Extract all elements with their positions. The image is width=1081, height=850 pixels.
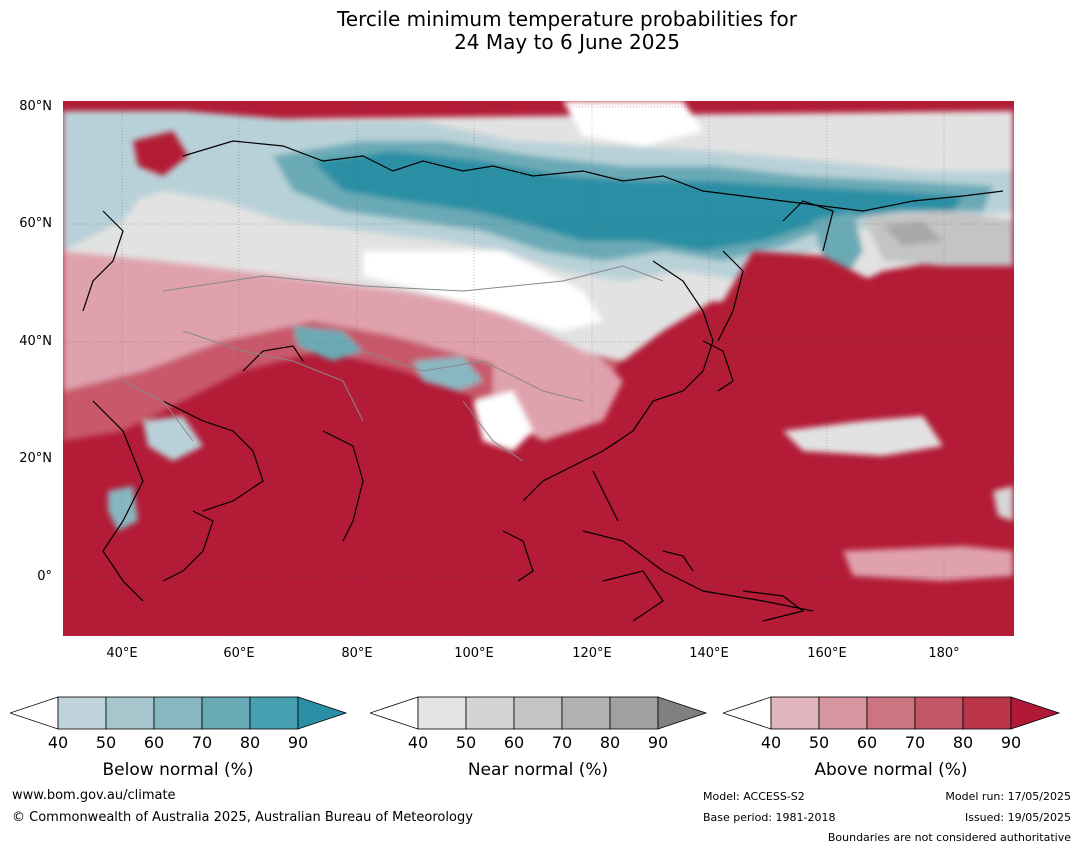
cbar-below-tick: 60 <box>143 733 165 752</box>
website-link[interactable]: www.bom.gov.au/climate <box>12 788 176 803</box>
lat-label-60n: 60°N <box>19 216 52 231</box>
lon-label-60e: 60°E <box>223 646 255 661</box>
near-pacific-dark <box>883 221 943 246</box>
cbar-near-tick: 70 <box>551 733 573 752</box>
copyright-text: © Commonwealth of Australia 2025, Austra… <box>12 810 473 825</box>
cbar-near-tick: 50 <box>455 733 477 752</box>
boundaries-disclaimer: Boundaries are not considered authoritat… <box>827 831 1071 844</box>
cbar-above-tick: 90 <box>1000 733 1022 752</box>
colorbar-below-normal <box>10 696 348 730</box>
lat-label-80n: 80°N <box>19 99 52 114</box>
cbar-above-tick: 80 <box>952 733 974 752</box>
lon-label-140e: 140°E <box>689 646 729 661</box>
cbar-below-tick: 50 <box>95 733 117 752</box>
probability-map <box>63 101 1014 636</box>
lon-label-40e: 40°E <box>106 646 138 661</box>
lat-label-40n: 40°N <box>19 334 52 349</box>
cbar-near-seg-3 <box>513 696 563 730</box>
cbar-near-label: Near normal (%) <box>467 760 609 780</box>
cbar-above-seg-2 <box>818 696 868 730</box>
below-africa-horn <box>108 486 138 531</box>
above-pacific-north <box>683 251 1013 391</box>
cbar-below-seg-5 <box>249 696 299 730</box>
near-pacific-mid <box>783 416 943 456</box>
cbar-above-tick: 60 <box>856 733 878 752</box>
cbar-near-seg-2 <box>465 696 515 730</box>
lon-label-160e: 160°E <box>807 646 847 661</box>
cbar-below-seg-1 <box>57 696 107 730</box>
cbar-below-low-triangle <box>10 696 59 730</box>
cbar-above-seg-1 <box>770 696 820 730</box>
cbar-near-seg-5 <box>609 696 659 730</box>
below-arabia <box>143 416 203 461</box>
cbar-above-label: Above normal (%) <box>814 760 968 780</box>
below-europe-west <box>63 131 153 251</box>
below-tibet <box>413 356 483 391</box>
white-patch-north <box>563 101 703 146</box>
colorbar-above-normal <box>723 696 1061 730</box>
cbar-near-low-triangle <box>370 696 419 730</box>
cbar-near-seg-1 <box>417 696 467 730</box>
cbar-below-seg-4 <box>201 696 251 730</box>
base-period: Base period: 1981-2018 <box>703 811 836 824</box>
cbar-above-tick: 50 <box>808 733 830 752</box>
coastlines <box>82 140 1004 622</box>
cbar-near-tick: 40 <box>407 733 429 752</box>
lon-label-100e: 100°E <box>454 646 494 661</box>
cbar-above-seg-3 <box>866 696 916 730</box>
cbar-above-seg-4 <box>914 696 964 730</box>
model-name: Model: ACCESS-S2 <box>703 790 805 803</box>
cbar-above-low-triangle <box>723 696 772 730</box>
cbar-below-tick: 90 <box>287 733 309 752</box>
cbar-above-high-triangle <box>1010 696 1061 730</box>
cbar-below-tick: 70 <box>191 733 213 752</box>
above-scandinavia <box>133 131 188 176</box>
cbar-below-label: Below normal (%) <box>102 760 254 780</box>
lon-label-180: 180° <box>928 646 960 661</box>
lat-label-20n: 20°N <box>19 451 52 466</box>
colorbar-near-normal <box>370 696 708 730</box>
cbar-below-tick: 40 <box>47 733 69 752</box>
title-line-2: 24 May to 6 June 2025 <box>454 30 680 54</box>
cbar-below-seg-2 <box>105 696 155 730</box>
lon-label-80e: 80°E <box>341 646 373 661</box>
title-line-1: Tercile minimum temperature probabilitie… <box>336 7 798 31</box>
cbar-near-tick: 90 <box>647 733 669 752</box>
model-run-date: Model run: 17/05/2025 <box>945 790 1071 803</box>
cbar-near-high-triangle <box>657 696 708 730</box>
below-strong-zone <box>313 151 963 251</box>
near-pacific-east <box>993 486 1013 521</box>
cbar-near-seg-4 <box>561 696 611 730</box>
map-title: Tercile minimum temperature probabilitie… <box>0 8 1081 54</box>
cbar-near-tick: 60 <box>503 733 525 752</box>
issued-date: Issued: 19/05/2025 <box>964 811 1071 824</box>
country-borders <box>122 265 664 462</box>
lon-label-120e: 120°E <box>572 646 612 661</box>
cbar-above-seg-5 <box>962 696 1012 730</box>
near-equator-band <box>843 546 1013 581</box>
cbar-below-seg-3 <box>153 696 203 730</box>
below-central-asia <box>293 326 363 361</box>
cbar-below-high-triangle <box>297 696 348 730</box>
cbar-below-tick: 80 <box>239 733 261 752</box>
cbar-above-tick: 40 <box>760 733 782 752</box>
graticule <box>63 101 1014 636</box>
white-patch-china <box>473 391 533 451</box>
lat-label-0: 0° <box>37 569 52 584</box>
cbar-above-tick: 70 <box>904 733 926 752</box>
white-patch-central <box>363 251 603 331</box>
cbar-near-tick: 80 <box>599 733 621 752</box>
